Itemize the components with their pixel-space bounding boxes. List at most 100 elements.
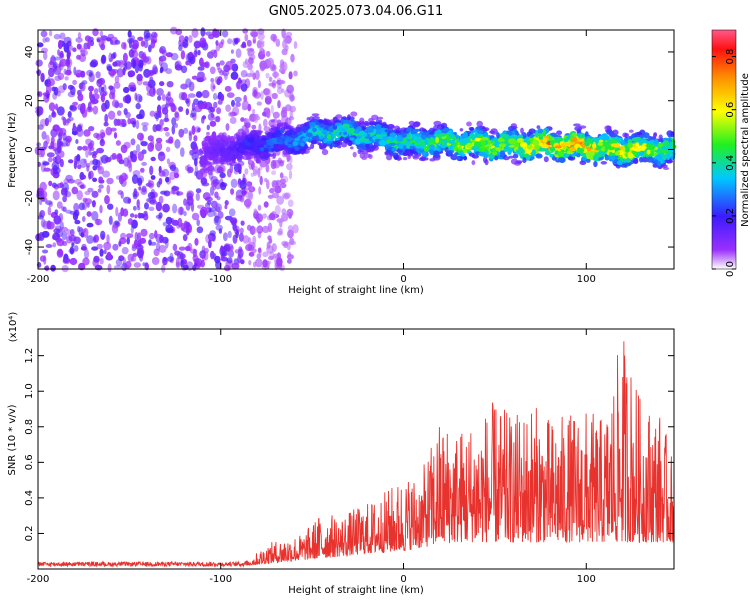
noise-speckle (102, 170, 111, 178)
noise-speckle (89, 90, 93, 101)
ridge-cell (603, 134, 610, 141)
ridge-cell (473, 141, 482, 148)
noise-speckle (123, 86, 130, 94)
noise-speckle (145, 33, 152, 38)
noise-speckle (100, 230, 106, 240)
ridge-cell (579, 160, 587, 165)
ridge-cell (557, 151, 564, 157)
noise-speckle (93, 88, 99, 94)
ridge-cell (635, 142, 640, 147)
noise-speckle (248, 190, 254, 201)
ridge-cell (578, 125, 587, 129)
noise-speckle (226, 92, 235, 98)
noise-speckle (263, 118, 268, 128)
noise-speckle (100, 132, 106, 138)
ridge-cell (328, 119, 336, 123)
ridge-cell (568, 147, 577, 151)
ridge-cell (508, 138, 516, 145)
noise-speckle (197, 66, 205, 71)
ridge-cell (233, 133, 239, 139)
noise-speckle (155, 214, 162, 219)
noise-speckle (107, 203, 114, 210)
ridge-cell (270, 127, 276, 134)
noise-speckle (96, 166, 102, 171)
noise-speckle (191, 212, 200, 221)
noise-speckle (111, 223, 119, 234)
ridge-cell (334, 131, 340, 136)
noise-speckle (52, 190, 60, 201)
noise-speckle (121, 42, 126, 50)
noise-speckle (43, 197, 48, 203)
noise-speckle (241, 106, 248, 111)
noise-speckle (253, 208, 258, 214)
noise-speckle (126, 233, 134, 239)
ridge-cell (466, 121, 472, 127)
noise-speckle (171, 185, 177, 195)
noise-speckle (257, 167, 261, 178)
noise-speckle (106, 37, 112, 42)
noise-speckle (135, 65, 139, 74)
noise-speckle (172, 243, 178, 251)
ridge-cell (566, 151, 574, 155)
ridge-cell (366, 148, 374, 153)
noise-speckle (159, 234, 164, 244)
ridge-cell (617, 160, 623, 166)
noise-speckle (162, 256, 168, 266)
noise-speckle (59, 32, 66, 40)
noise-speckle (279, 63, 285, 70)
noise-speckle (57, 72, 65, 81)
ridge-cell (421, 134, 427, 140)
noise-speckle (118, 255, 125, 262)
noise-speckle (99, 129, 106, 139)
noise-speckle (166, 81, 174, 88)
ridge-cell (201, 149, 209, 155)
noise-speckle (230, 178, 238, 188)
noise-speckle (241, 41, 246, 48)
noise-speckle (72, 79, 77, 86)
noise-speckle (275, 38, 281, 47)
noise-speckle (62, 132, 67, 141)
noise-speckle (174, 111, 180, 119)
ridge-cell (312, 136, 318, 140)
noise-speckle (58, 213, 64, 222)
noise-speckle (86, 222, 94, 228)
noise-speckle (244, 33, 249, 42)
ridge-cell (470, 134, 476, 141)
noise-speckle (174, 250, 181, 256)
ridge-cell (310, 143, 315, 149)
noise-speckle (212, 92, 218, 101)
noise-speckle (150, 40, 156, 49)
noise-speckle (123, 141, 131, 149)
noise-speckle (135, 144, 141, 153)
noise-speckle (210, 181, 218, 187)
ridge-cell (581, 157, 587, 161)
ridge-cell (413, 121, 421, 126)
noise-speckle (228, 208, 236, 217)
noise-speckle (149, 232, 155, 240)
spectrogram-xtick-label: -100 (209, 274, 232, 285)
noise-speckle (104, 156, 112, 163)
noise-speckle (93, 132, 100, 139)
ridge-cell (645, 144, 653, 148)
ridge-cell (378, 139, 387, 147)
ridge-cell (483, 156, 488, 163)
ridge-cell (205, 135, 210, 140)
snr-ytick-label: 0.8 (24, 419, 35, 435)
ridge-cell (208, 168, 216, 173)
noise-speckle (255, 70, 260, 80)
noise-speckle (106, 251, 112, 261)
ridge-cell (270, 137, 278, 143)
noise-speckle (262, 213, 267, 219)
ridge-cell (259, 147, 265, 152)
noise-speckle (194, 158, 198, 167)
noise-speckle (137, 212, 142, 219)
noise-speckle (226, 168, 232, 178)
noise-speckle (262, 259, 268, 268)
noise-speckle (271, 243, 277, 252)
ridge-cell (514, 141, 520, 147)
noise-speckle (204, 102, 213, 110)
ridge-cell (627, 153, 634, 159)
noise-speckle (288, 169, 293, 180)
noise-speckle (208, 239, 212, 249)
noise-speckle (278, 67, 286, 74)
